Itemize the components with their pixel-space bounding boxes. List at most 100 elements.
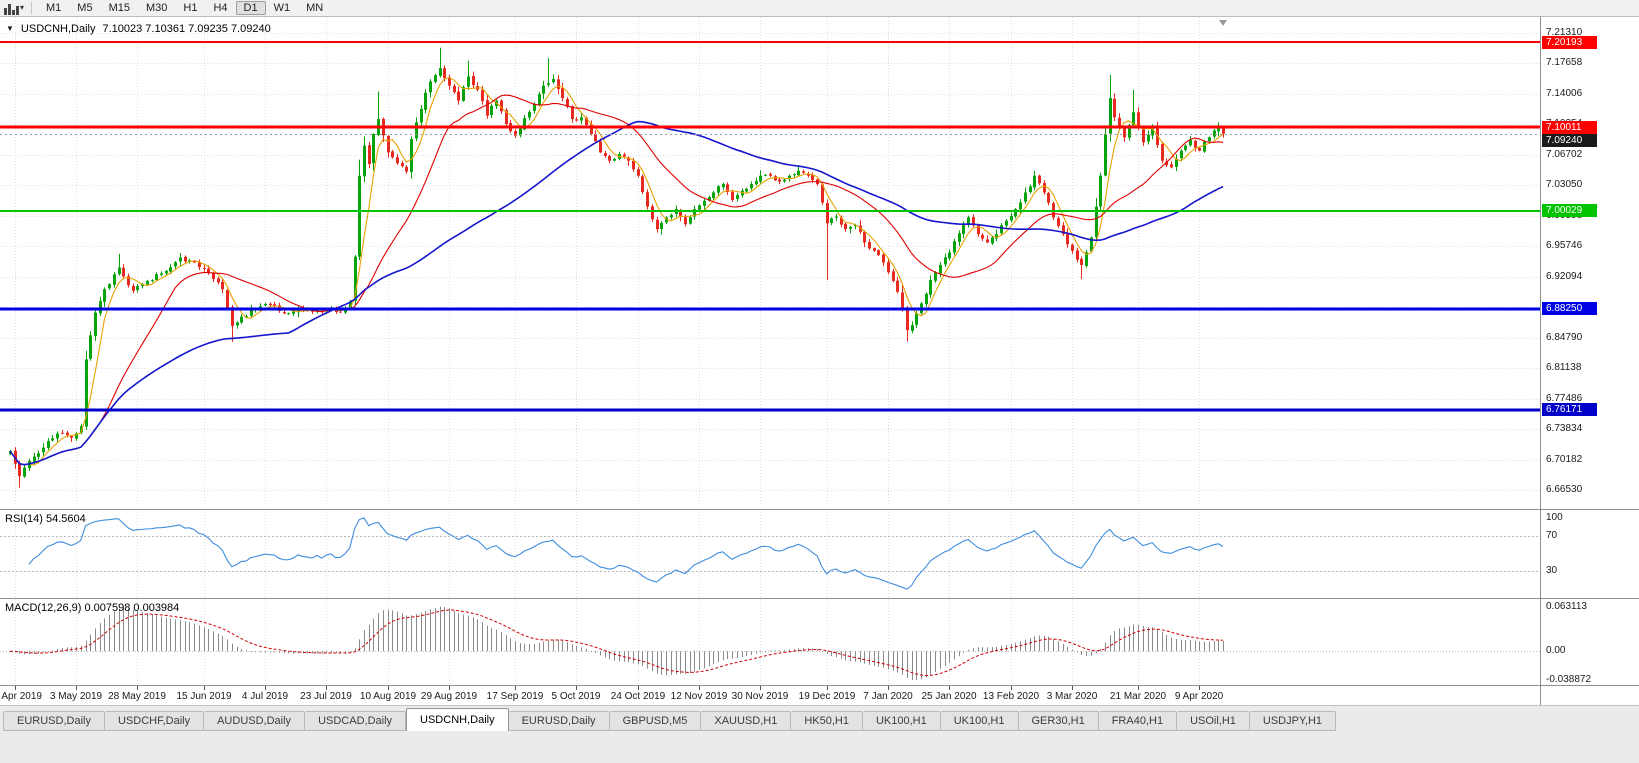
bottom-bar: EURUSD,Daily USDCHF,Daily AUDUSD,Daily USDC… — [0, 705, 1639, 763]
timeframe-button-m1[interactable]: M1 — [46, 2, 62, 14]
date-axis-label: 5 Oct 2019 — [551, 691, 601, 702]
timeframe-button-h1[interactable]: H1 — [183, 2, 198, 14]
date-axis-label: 3 May 2019 — [49, 691, 103, 702]
date-axis-label: 9 Apr 2020 — [1174, 691, 1224, 702]
time-axis-tick — [204, 686, 205, 690]
rsi-scale-label: 30 — [1546, 564, 1558, 576]
collapse-arrow-icon[interactable]: ▼ — [6, 24, 14, 33]
chart-tab-usdchf-daily[interactable]: USDCHF,Daily — [104, 711, 205, 731]
chart-tab-xauusd-h1[interactable]: XAUUSD,H1 — [701, 711, 792, 731]
chart-tab-uk100-h1[interactable]: UK100,H1 — [862, 711, 941, 731]
chart-tab-fra40-h1[interactable]: FRA40,H1 — [1098, 711, 1178, 731]
timeframe-button-m15[interactable]: M15 — [108, 2, 130, 14]
price-axis[interactable]: 7.213107.176587.140067.103547.067027.030… — [1540, 17, 1639, 705]
date-axis-label: 13 Feb 2020 — [982, 691, 1040, 702]
timeframe-button-d1[interactable]: D1 — [235, 1, 266, 15]
chart-symbol-period: USDCNH,Daily — [20, 23, 96, 35]
time-axis-tick — [265, 686, 266, 690]
chart-tab-ger30-h1[interactable]: GER30,H1 — [1018, 711, 1099, 731]
timeframe-button-mn[interactable]: MN — [306, 2, 324, 14]
chart-tab-eurusd-daily[interactable]: EURUSD,Daily — [3, 711, 105, 731]
timeframe-button-m5[interactable]: M5 — [77, 2, 93, 14]
time-axis-tick — [760, 686, 761, 690]
date-axis-label: 17 Sep 2019 — [486, 691, 544, 702]
chart-title: ▼ USDCNH,Daily 7.10023 7.10361 7.09235 7… — [6, 23, 271, 35]
macd-scale-label: -0.038872 — [1546, 674, 1592, 685]
time-axis-border — [0, 685, 1639, 686]
time-axis-tick — [1138, 686, 1139, 690]
price-axis-label: 7.14006 — [1546, 87, 1583, 99]
time-axis-tick — [1199, 686, 1200, 690]
chart-ohlc-values: 7.10023 7.10361 7.09235 7.09240 — [102, 23, 271, 35]
timeframe-button-h4[interactable]: H4 — [213, 2, 228, 14]
chart-tab-gbpusd-m5[interactable]: GBPUSD,M5 — [609, 711, 702, 731]
price-axis-label: 7.21310 — [1546, 27, 1583, 38]
price-axis-label: 6.73834 — [1546, 423, 1583, 435]
date-axis-label: 30 Nov 2019 — [731, 691, 789, 702]
date-axis-label: 29 Aug 2019 — [420, 691, 478, 702]
price-level-badge-6.88250[interactable]: 6.88250 — [1542, 302, 1597, 316]
time-axis-tick — [1011, 686, 1012, 690]
timeframe-button-m30[interactable]: M30 — [145, 2, 168, 14]
rsi-scale-label: 70 — [1546, 530, 1558, 542]
date-axis-label: 24 Oct 2019 — [610, 691, 666, 702]
date-axis-label: 15 Jun 2019 — [176, 691, 232, 702]
price-level-badge-7.00029[interactable]: 7.00029 — [1542, 204, 1597, 218]
date-axis-label: 12 Nov 2019 — [670, 691, 728, 702]
time-axis-tick — [137, 686, 138, 690]
time-axis-tick — [449, 686, 450, 690]
price-axis-label: 6.84790 — [1546, 331, 1583, 343]
time-axis-tick — [515, 686, 516, 690]
time-axis-tick — [949, 686, 950, 690]
chart-tab-eurusd-daily[interactable]: EURUSD,Daily — [508, 711, 610, 731]
time-axis-tick — [699, 686, 700, 690]
price-chart-canvas[interactable] — [0, 17, 1540, 686]
date-axis-label: 3 Mar 2020 — [1046, 691, 1098, 702]
pane-separator-macd[interactable] — [0, 598, 1639, 599]
pane-separator-rsi[interactable] — [0, 509, 1639, 510]
time-axis-tick — [76, 686, 77, 690]
date-axis-label: 13 Apr 2019 — [0, 691, 42, 702]
macd-scale-label: 0.00 — [1546, 645, 1566, 657]
chart-tab-uk100-h1[interactable]: UK100,H1 — [940, 711, 1019, 731]
rsi-scale-label: 100 — [1546, 512, 1563, 523]
rsi-indicator-label: RSI(14) 54.5604 — [5, 513, 86, 525]
timeframe-toolbar: ▾ M1 M5 M15 M30 H1 H4 D1 W1 MN — [0, 0, 1639, 17]
price-level-badge-7.10011[interactable]: 7.10011 — [1542, 120, 1597, 134]
chart-tab-hk50-h1[interactable]: HK50,H1 — [791, 711, 863, 731]
chevron-down-icon[interactable]: ▾ — [20, 3, 25, 12]
chart-shift-marker[interactable] — [1219, 20, 1227, 26]
chart-tab-audusd-daily[interactable]: AUDUSD,Daily — [204, 711, 306, 731]
current-price-badge[interactable]: 7.09240 — [1542, 133, 1597, 147]
date-axis-label: 10 Aug 2019 — [359, 691, 417, 702]
price-level-badge-6.76171[interactable]: 6.76171 — [1542, 403, 1597, 417]
date-axis-label: 21 Mar 2020 — [1109, 691, 1167, 702]
price-axis-label: 6.66530 — [1546, 484, 1583, 495]
date-axis-label: 25 Jan 2020 — [921, 691, 977, 702]
chart-tab-usoil-h1[interactable]: USOil,H1 — [1177, 711, 1250, 731]
macd-indicator-label: MACD(12,26,9) 0.007598 0.003984 — [5, 602, 180, 614]
date-axis-label: 23 Jul 2019 — [300, 691, 352, 702]
candlestick-chart-icon[interactable] — [4, 2, 19, 15]
toolbar-separator — [31, 2, 33, 14]
chart-tab-usdcad-daily[interactable]: USDCAD,Daily — [305, 711, 407, 731]
time-axis-tick — [326, 686, 327, 690]
price-level-badge-7.20193[interactable]: 7.20193 — [1542, 35, 1597, 49]
date-axis-label: 7 Jan 2020 — [863, 691, 913, 702]
chart-tab-bar: EURUSD,Daily USDCHF,Daily AUDUSD,Daily USDC… — [3, 708, 1337, 731]
time-axis-tick — [15, 686, 16, 690]
price-axis-label: 6.95746 — [1546, 240, 1583, 252]
time-axis-tick — [888, 686, 889, 690]
price-axis-label: 6.81138 — [1546, 362, 1582, 374]
time-axis[interactable]: 13 Apr 2019 3 May 2019 28 May 2019 15 Jun 2… — [0, 686, 1540, 705]
chart-tab-usdcnh-daily[interactable]: USDCNH,Daily — [406, 708, 509, 731]
timeframe-button-w1[interactable]: W1 — [273, 2, 291, 14]
time-axis-tick — [388, 686, 389, 690]
time-axis-tick — [576, 686, 577, 690]
price-axis-label: 6.92094 — [1546, 270, 1583, 282]
time-axis-tick — [827, 686, 828, 690]
chart-tab-usdjpy-h1[interactable]: USDJPY,H1 — [1249, 711, 1337, 731]
macd-scale-label: 0.063113 — [1546, 601, 1587, 612]
price-axis-label: 6.77486 — [1546, 392, 1583, 404]
